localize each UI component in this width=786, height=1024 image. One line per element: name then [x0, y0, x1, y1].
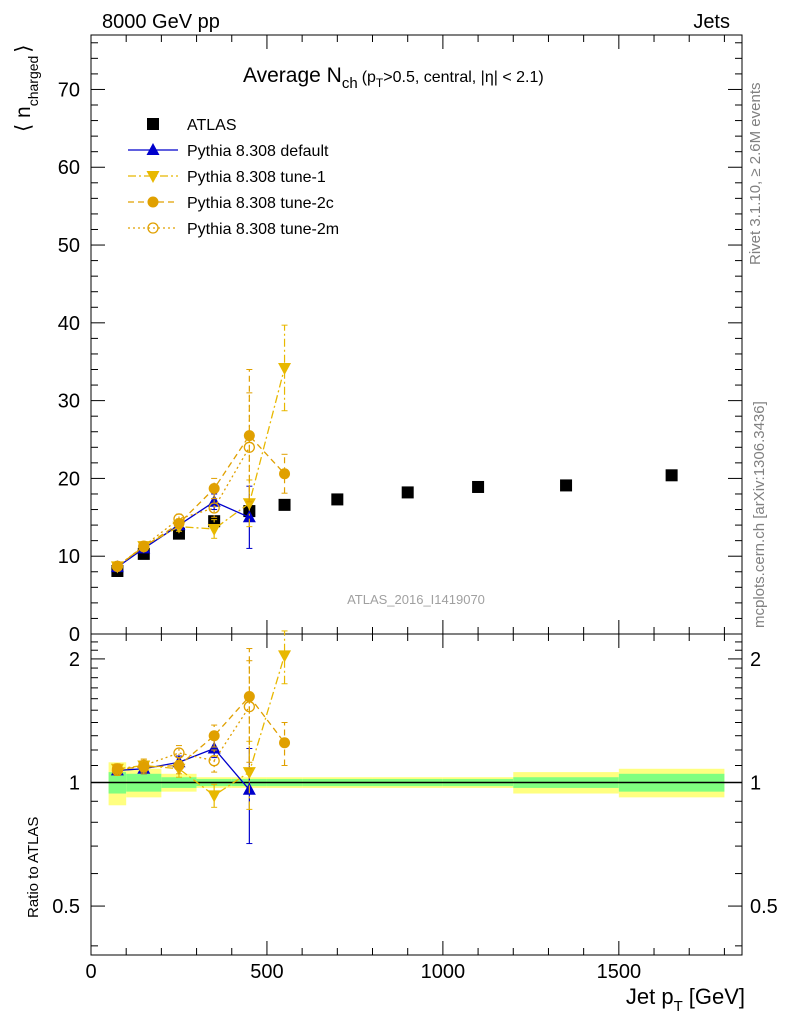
main-y-tick-label: 20: [58, 468, 80, 490]
ratio-y-tick-label-right: 0.5: [750, 896, 778, 918]
ratio-y-tick-label-right: 2: [750, 649, 761, 671]
ratio-point-pythia-8-308-tune-1: [278, 650, 292, 663]
x-tick-label: 1000: [421, 961, 466, 983]
legend-label: Pythia 8.308 tune-1: [187, 169, 326, 186]
main-point-pythia-8-308-tune-2m: [243, 441, 256, 453]
legend-marker: [146, 143, 160, 155]
main-point-atlas: [472, 480, 485, 493]
main-point-pythia-8-308-tune-2m: [138, 540, 150, 552]
main-point-pythia-8-308-tune-2m: [173, 513, 185, 525]
series-layer: [110, 324, 678, 845]
header-left-label: 8000 GeV pp: [102, 11, 220, 33]
ratio-point-pythia-8-308-tune-2c: [208, 730, 220, 742]
main-y-tick-label: 0: [69, 624, 80, 646]
ratio-point-pythia-8-308-tune-2m: [243, 701, 256, 713]
ratio-series-line-pythia-8-308-tune-2m: [117, 706, 250, 772]
main-point-atlas: [401, 486, 414, 499]
main-point-pythia-8-308-tune-1: [242, 498, 256, 511]
legend-label: Pythia 8.308 default: [187, 143, 329, 160]
main-point-atlas: [278, 498, 291, 511]
main-y-tick-label: 30: [58, 391, 80, 413]
ratio-y-tick-label-left: 0.5: [52, 896, 80, 918]
main-y-tick-label: 60: [58, 157, 80, 179]
ratio-point-pythia-8-308-tune-2c: [243, 690, 255, 702]
ratio-point-pythia-8-308-tune-2c: [279, 737, 291, 749]
main-y-axis-label: ⟨ ncharged⟩: [12, 44, 41, 132]
main-point-atlas: [331, 493, 344, 506]
main-y-tick-label: 70: [58, 79, 80, 101]
x-axis-label: Jet pT [GeV]: [626, 984, 745, 1015]
main-point-atlas: [560, 479, 573, 492]
ratio-y-tick-label-left: 1: [69, 772, 80, 794]
legend-marker: [147, 118, 159, 130]
legend: ATLAS Pythia 8.308 default Pythia 8.308 tu…: [128, 117, 339, 238]
ratio-point-pythia-8-308-tune-2c: [173, 760, 185, 772]
ratio-y-tick-label-right: 1: [750, 772, 761, 794]
legend-marker: [147, 196, 159, 208]
x-tick-label: 0: [85, 961, 96, 983]
ratio-y-axis-label: Ratio to ATLAS: [25, 817, 42, 918]
main-point-pythia-8-308-tune-1: [278, 362, 292, 375]
legend-label: Pythia 8.308 tune-2c: [187, 195, 334, 212]
reference-band-layer: [91, 762, 742, 806]
analysis-watermark: ATLAS_2016_I1419070: [347, 592, 485, 607]
ratio-y-tick-label-left: 2: [69, 649, 80, 671]
header-right-label: Jets: [693, 11, 730, 33]
main-y-tick-label: 50: [58, 235, 80, 257]
ratio-panel-frame: [90, 633, 743, 956]
main-point-pythia-8-308-default: [242, 510, 256, 523]
rivet-version-label: Rivet 3.1.10, ≥ 2.6M events: [747, 83, 764, 266]
ratio-point-pythia-8-308-tune-2m: [208, 755, 220, 767]
mcplots-label: mcplots.cern.ch [arXiv:1306.3436]: [751, 401, 768, 628]
ratio-point-pythia-8-308-tune-2m: [173, 747, 185, 759]
main-point-pythia-8-308-tune-2c: [208, 483, 220, 495]
ticks-layer: 0 500 1000 1500 0 10 20 30 40 50 60 70 0.5 0.5 1 1 2 2: [52, 35, 778, 983]
ratio-point-pythia-8-308-tune-1: [242, 767, 256, 780]
axes-layer: [90, 34, 743, 956]
main-y-tick-label: 40: [58, 313, 80, 335]
ratio-point-pythia-8-308-tune-2m: [111, 764, 124, 777]
main-chart-title: Average Nch (pT>0.5, central, |η| < 2.1): [243, 64, 544, 92]
main-point-atlas: [172, 527, 185, 540]
main-point-pythia-8-308-tune-1: [207, 523, 221, 536]
main-point-pythia-8-308-tune-2m: [208, 502, 220, 514]
ratio-point-pythia-8-308-tune-2m: [138, 759, 150, 772]
main-y-tick-label: 10: [58, 546, 80, 568]
ratio-point-pythia-8-308-tune-1: [207, 790, 221, 803]
x-tick-label: 1500: [597, 961, 642, 983]
legend-marker: [146, 171, 160, 183]
legend-label: ATLAS: [187, 117, 237, 134]
legend-label: Pythia 8.308 tune-2m: [187, 221, 339, 238]
x-tick-label: 500: [250, 961, 283, 983]
main-point-pythia-8-308-tune-2c: [279, 468, 291, 480]
main-point-pythia-8-308-tune-2m: [111, 560, 124, 572]
legend-marker: [147, 222, 159, 234]
main-series-line-pythia-8-308-tune-1: [116, 367, 286, 567]
main-point-atlas: [665, 469, 678, 482]
